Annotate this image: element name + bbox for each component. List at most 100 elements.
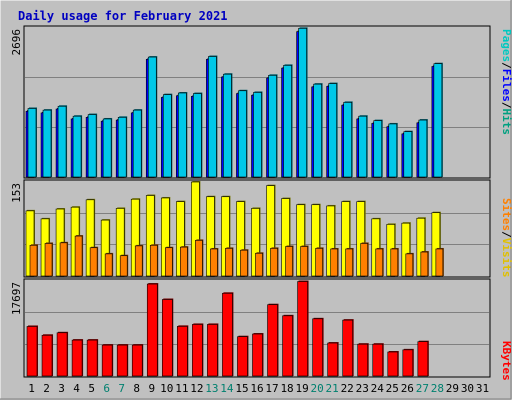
hits-bar — [147, 56, 157, 178]
sites-bar — [180, 246, 188, 277]
kbytes-bar — [192, 324, 203, 377]
legend-sep: / — [500, 102, 512, 109]
sites-bar — [44, 243, 53, 277]
sites-bar — [255, 252, 263, 277]
x-tick-label: 24 — [371, 382, 385, 395]
hits-bar — [418, 119, 428, 178]
hits-bar — [403, 131, 413, 178]
x-tick-label: 2 — [43, 382, 50, 395]
x-tick-label: 4 — [73, 382, 80, 395]
kbytes-bar — [387, 351, 399, 377]
hits-bar — [208, 56, 217, 178]
x-tick-label: 12 — [190, 382, 203, 395]
kbytes-bar — [131, 344, 143, 377]
kbytes-bar — [177, 326, 188, 377]
x-tick-label: 27 — [416, 382, 429, 395]
kbytes-bar — [146, 283, 158, 377]
legend-pages: Pages — [500, 29, 512, 62]
x-tick-label: 21 — [326, 382, 339, 395]
legend-sep: / — [500, 62, 512, 69]
sites-bar — [390, 248, 399, 277]
ymax-label-kbytes: 17697 — [10, 282, 23, 315]
sites-bar — [285, 246, 293, 277]
ymax-label-visits: 153 — [10, 183, 23, 203]
sites-bar — [420, 251, 429, 277]
x-tick-label: 8 — [133, 382, 140, 395]
x-tick-label: 16 — [250, 382, 263, 395]
hits-bar — [388, 123, 398, 178]
sites-bar — [375, 248, 384, 277]
x-tick-label: 18 — [280, 382, 293, 395]
hits-bar — [223, 73, 232, 178]
x-tick-label: 19 — [295, 382, 308, 395]
kbytes-bar — [26, 326, 38, 377]
x-tick-label: 26 — [401, 382, 414, 395]
legend-sites: Sites — [500, 198, 512, 231]
x-tick-label: 17 — [265, 382, 278, 395]
kbytes-bar — [207, 324, 218, 377]
legend-files: Files — [500, 69, 512, 102]
kbytes-bar — [342, 319, 353, 377]
hits-bar — [132, 109, 142, 178]
kbytes-bar — [282, 315, 293, 377]
sites-bar — [330, 248, 338, 277]
kbytes-bar — [327, 342, 338, 377]
legend-kbytes: KBytes — [500, 341, 512, 381]
legend-hits-files: Pages/Files/Hits — [500, 29, 512, 135]
x-tick-label: 14 — [220, 382, 234, 395]
x-tick-label: 30 — [461, 382, 474, 395]
x-tick-label: 23 — [356, 382, 369, 395]
legend-visits-sites: Sites/Visits — [500, 198, 512, 278]
kbytes-bar — [312, 318, 323, 377]
sites-bar — [225, 248, 233, 277]
hits-bar — [343, 102, 352, 178]
sites-bar — [104, 253, 113, 277]
hits-bar — [358, 115, 368, 178]
hits-bar — [313, 83, 322, 178]
hits-bar — [178, 92, 187, 178]
hits-bar — [57, 105, 67, 178]
sites-bar — [59, 242, 68, 277]
hits-bar — [268, 75, 277, 178]
x-tick-label: 22 — [341, 382, 354, 395]
sites-bar — [360, 243, 369, 277]
hits-bar — [117, 117, 127, 178]
hits-bar — [102, 118, 112, 178]
x-tick-label: 3 — [58, 382, 65, 395]
kbytes-bar — [297, 281, 308, 377]
hits-bar — [283, 65, 292, 178]
sites-bar — [29, 244, 38, 277]
hits-bar — [328, 83, 337, 178]
legend-sep: / — [500, 231, 512, 238]
x-tick-label: 13 — [205, 382, 218, 395]
sites-bar — [315, 248, 323, 277]
sites-bar — [240, 249, 248, 277]
kbytes-bar — [161, 299, 173, 377]
sites-bar — [119, 255, 128, 277]
bars-layer — [25, 27, 489, 377]
sites-bar — [149, 244, 158, 277]
sites-bar — [435, 248, 444, 277]
x-tick-label: 28 — [431, 382, 444, 395]
sites-bar — [405, 253, 414, 277]
x-tick-label: 10 — [160, 382, 173, 395]
kbytes-bar — [116, 344, 128, 377]
sites-bar — [300, 246, 308, 277]
hits-bar — [433, 63, 443, 178]
hits-bar — [87, 114, 97, 178]
x-tick-label: 11 — [175, 382, 188, 395]
hits-bar — [193, 93, 202, 178]
hits-bar — [373, 120, 383, 178]
x-tick-label: 29 — [446, 382, 459, 395]
kbytes-bar — [357, 343, 369, 377]
legend-hits: Hits — [500, 109, 512, 136]
x-tick-label: 1 — [28, 382, 35, 395]
kbytes-bar — [237, 336, 248, 377]
sites-bar — [270, 248, 278, 277]
kbytes-bar — [417, 341, 429, 377]
x-axis-labels: 1 2 3 4 5 6 7 8 9 10 11 12 13 14 15 16 17 18 19 20 21 22 23 24 2… — [28, 382, 489, 395]
kbytes-bar — [372, 343, 384, 377]
x-tick-label: 25 — [386, 382, 399, 395]
sites-bar — [164, 247, 173, 277]
kbytes-bar — [252, 333, 263, 377]
